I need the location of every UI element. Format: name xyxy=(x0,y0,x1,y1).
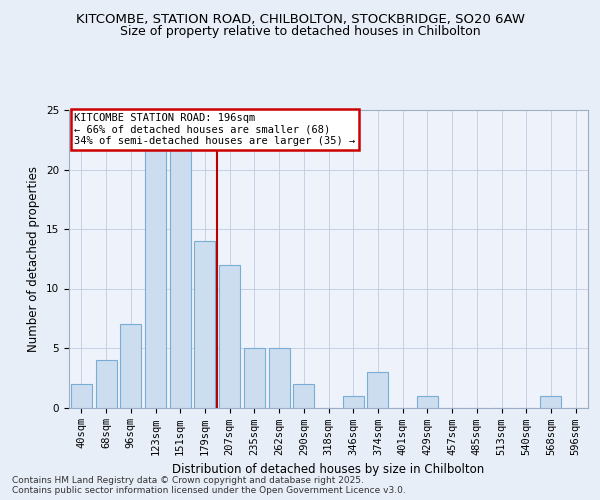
Text: KITCOMBE STATION ROAD: 196sqm
← 66% of detached houses are smaller (68)
34% of s: KITCOMBE STATION ROAD: 196sqm ← 66% of d… xyxy=(74,113,355,146)
Bar xyxy=(269,348,290,408)
Bar xyxy=(417,396,438,407)
Bar xyxy=(170,134,191,407)
Bar xyxy=(541,396,562,407)
Bar xyxy=(293,384,314,407)
Text: Contains HM Land Registry data © Crown copyright and database right 2025.
Contai: Contains HM Land Registry data © Crown c… xyxy=(12,476,406,495)
Bar xyxy=(343,396,364,407)
Bar xyxy=(71,384,92,407)
Text: KITCOMBE, STATION ROAD, CHILBOLTON, STOCKBRIDGE, SO20 6AW: KITCOMBE, STATION ROAD, CHILBOLTON, STOC… xyxy=(76,12,524,26)
Bar xyxy=(367,372,388,408)
X-axis label: Distribution of detached houses by size in Chilbolton: Distribution of detached houses by size … xyxy=(172,463,485,476)
Text: Size of property relative to detached houses in Chilbolton: Size of property relative to detached ho… xyxy=(119,25,481,38)
Bar xyxy=(95,360,116,408)
Bar xyxy=(219,264,240,408)
Bar xyxy=(120,324,141,407)
Bar xyxy=(145,122,166,408)
Bar xyxy=(194,241,215,408)
Y-axis label: Number of detached properties: Number of detached properties xyxy=(28,166,40,352)
Bar xyxy=(244,348,265,408)
